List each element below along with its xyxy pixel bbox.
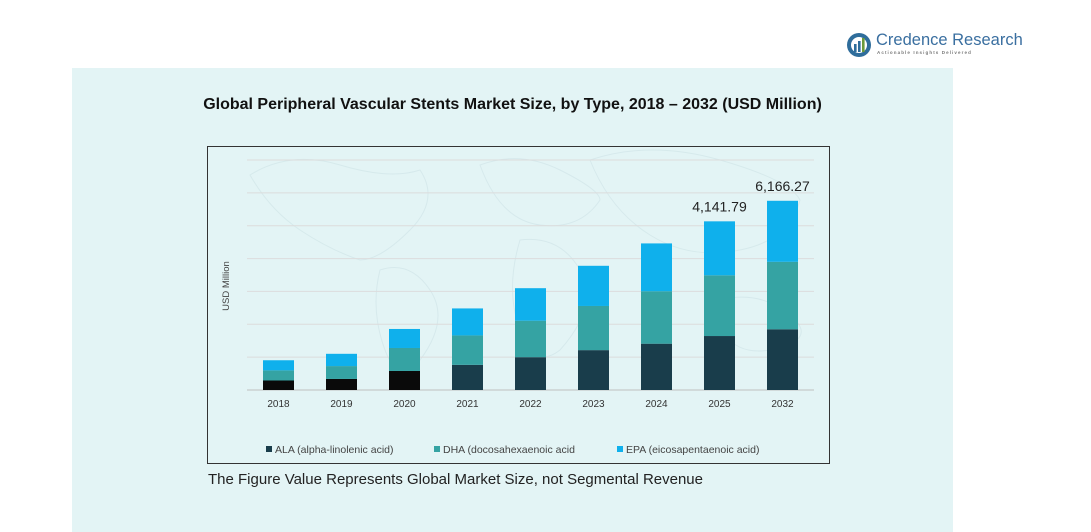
bar-segment [452, 335, 483, 365]
bar-segment [704, 336, 735, 390]
bar-segment [578, 305, 609, 351]
x-tick-label: 2024 [645, 399, 668, 410]
bar-segment [767, 261, 798, 330]
bar-segment [263, 370, 294, 381]
legend-label: ALA (alpha-linolenic acid) [275, 444, 393, 456]
bar-segment [515, 357, 546, 390]
x-tick-label: 2025 [708, 399, 731, 410]
bar-segment [452, 364, 483, 390]
y-axis-label: USD Million [221, 261, 232, 311]
legend-swatch [617, 446, 623, 452]
logo-icon [847, 33, 871, 57]
legend-item: EPA (eicosapentaenoic acid) [617, 444, 759, 456]
x-tick-label: 2021 [456, 399, 479, 410]
bar-segment [641, 243, 672, 292]
bar-segment [767, 200, 798, 262]
brand-logo: Credence Research Actionable Insights De… [846, 30, 1023, 60]
bar-segment [389, 328, 420, 348]
legend-label: EPA (eicosapentaenoic acid) [626, 444, 759, 456]
legend-swatch [266, 446, 272, 452]
legend-label: DHA (docosahexaenoic acid [443, 444, 575, 456]
legend: ALA (alpha-linolenic acid) DHA (docosahex… [266, 444, 759, 456]
bar-segment [326, 353, 357, 367]
chart-frame [207, 146, 830, 464]
chart-title: Global Peripheral Vascular Stents Market… [203, 96, 822, 113]
chart-panel [72, 68, 953, 532]
brand-name: Credence Research [876, 31, 1023, 49]
bar-segment [515, 288, 546, 321]
bar-segment [389, 370, 420, 390]
legend-swatch [434, 446, 440, 452]
bar-segment [641, 291, 672, 344]
bars [263, 200, 798, 390]
bar-segment [767, 329, 798, 390]
legend-item: ALA (alpha-linolenic acid) [266, 444, 393, 456]
bar-segment [704, 275, 735, 337]
bar-segment [263, 380, 294, 390]
x-tick-label: 2023 [582, 399, 605, 410]
data-annotations: 4,141.79 6,166.27 [692, 178, 810, 215]
x-tick-label: 2022 [519, 399, 542, 410]
bar-segment [515, 320, 546, 358]
bar-segment [326, 366, 357, 379]
bar-segment [704, 221, 735, 276]
x-tick-labels: 2018 2019 2020 2021 2022 2023 2024 2025 2032 [267, 399, 794, 410]
x-tick-label: 2020 [393, 399, 416, 410]
bar-segment [578, 265, 609, 306]
footnote: The Figure Value Represents Global Marke… [208, 471, 703, 488]
x-tick-label: 2018 [267, 399, 290, 410]
bar-segment [389, 347, 420, 371]
legend-item: DHA (docosahexaenoic acid [434, 444, 575, 456]
x-tick-label: 2032 [771, 399, 794, 410]
bar-segment [641, 343, 672, 390]
bar-segment [263, 360, 294, 371]
brand-tagline: Actionable Insights Delivered [877, 50, 972, 55]
x-tick-label: 2019 [330, 399, 353, 410]
bar-segment [452, 308, 483, 336]
data-label: 4,141.79 [692, 198, 747, 214]
data-label: 6,166.27 [755, 178, 810, 194]
bar-segment [326, 378, 357, 390]
bar-segment [578, 350, 609, 390]
